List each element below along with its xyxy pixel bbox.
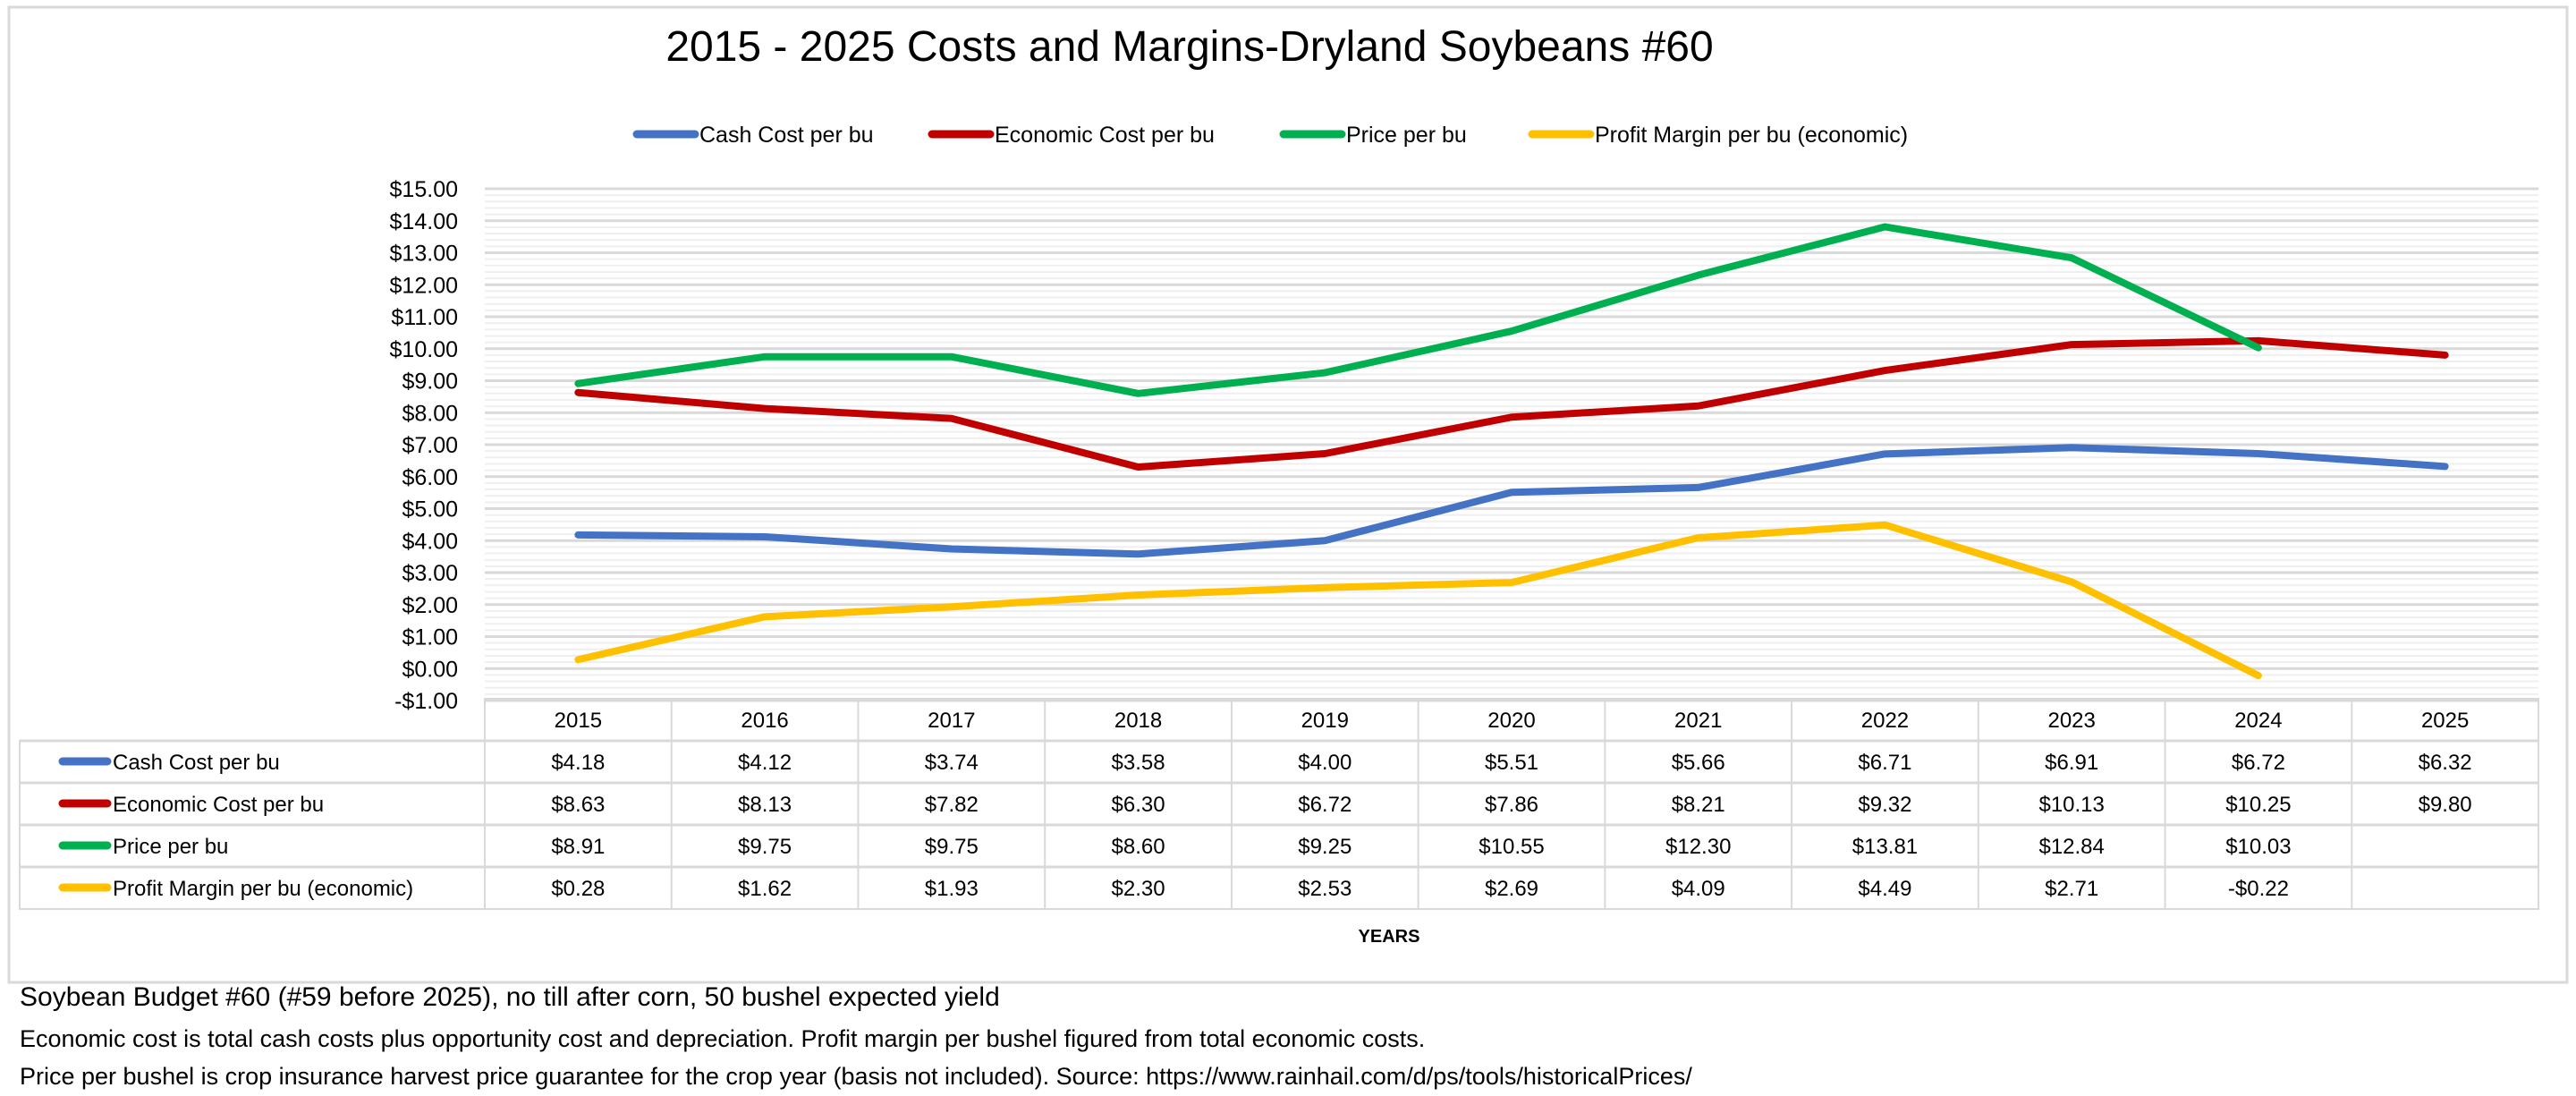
table-cell-value: $10.55 <box>1479 835 1544 859</box>
table-cell-value: $4.12 <box>738 751 792 775</box>
x-tick-label: 2017 <box>928 709 975 733</box>
table-cell-value: $10.03 <box>2225 835 2291 859</box>
table-cell-value: $3.58 <box>1112 751 1165 775</box>
legend: Cash Cost per bu Economic Cost per bu Pric… <box>632 123 1908 148</box>
y-tick-label: $3.00 <box>402 561 458 586</box>
y-tick-label: $9.00 <box>402 370 458 395</box>
table-cell-value: $10.25 <box>2225 793 2291 817</box>
table-cell-value: $8.91 <box>551 835 605 859</box>
table-cell-value: $3.74 <box>925 751 979 775</box>
y-tick-label: $0.00 <box>402 657 458 682</box>
table-cell-value: $9.75 <box>925 835 979 859</box>
legend-label-1: Economic Cost per bu <box>995 123 1215 148</box>
footer-note-2: Economic cost is total cash costs plus o… <box>20 1025 1426 1052</box>
table-cell-value: $5.51 <box>1485 751 1538 775</box>
chart-area-border <box>7 5 2569 984</box>
data-table: 2015 2016 2017 2018 2019 2020 2021 2022 2023 2024… <box>19 698 2539 910</box>
table-cell-value: $4.00 <box>1298 751 1352 775</box>
table-cell-value: $6.30 <box>1112 793 1165 817</box>
table-cell-value: $1.62 <box>738 877 792 901</box>
x-tick-label: 2018 <box>1114 709 1162 733</box>
table-cell-value: $0.28 <box>551 877 605 901</box>
table-cell-value: -$0.22 <box>2228 877 2289 901</box>
table-cell-value: $7.86 <box>1485 793 1538 817</box>
table-cell-value: $9.80 <box>2419 793 2472 817</box>
table-cell-value: $9.25 <box>1298 835 1352 859</box>
table-cell-value: $5.66 <box>1672 751 1725 775</box>
y-tick-label: $7.00 <box>402 433 458 458</box>
x-tick-label: 2019 <box>1301 709 1349 733</box>
series-line-0 <box>574 444 2449 558</box>
y-tick-label: $5.00 <box>402 497 458 523</box>
x-tick-label: 2023 <box>2047 709 2095 733</box>
x-tick-label: 2025 <box>2421 709 2469 733</box>
footer-note-1: Soybean Budget #60 (#59 before 2025), no… <box>20 982 1000 1012</box>
x-tick-label: 2020 <box>1487 709 1535 733</box>
series-lines <box>574 223 2449 680</box>
legend-label-3: Profit Margin per bu (economic) <box>1595 123 1908 148</box>
y-tick-label: $2.00 <box>402 593 458 618</box>
table-cell-value: $9.75 <box>738 835 792 859</box>
table-row-label: Economic Cost per bu <box>113 793 324 817</box>
table-row-label: Price per bu <box>113 835 228 859</box>
legend-label-2: Price per bu <box>1346 123 1467 148</box>
table-cell-value: $12.30 <box>1665 835 1731 859</box>
table-cell-value: $2.53 <box>1298 877 1352 901</box>
x-tick-label: 2016 <box>741 709 788 733</box>
series-line-1 <box>574 336 2449 472</box>
table-row-label: Cash Cost per bu <box>113 751 280 775</box>
table-cell-value: $8.13 <box>738 793 792 817</box>
x-tick-label: 2024 <box>2234 709 2282 733</box>
y-tick-label: $1.00 <box>402 625 458 650</box>
y-tick-label: $12.00 <box>390 273 458 298</box>
series-line-3 <box>574 521 2262 680</box>
y-tick-label: -$1.00 <box>394 689 458 714</box>
table-cell-value: $8.60 <box>1112 835 1165 859</box>
x-tick-label: 2022 <box>1861 709 1909 733</box>
x-axis-title: YEARS <box>1359 927 1420 947</box>
table-cell-value: $4.18 <box>551 751 605 775</box>
x-tick-label: 2015 <box>555 709 602 733</box>
table-cell-value: $8.63 <box>551 793 605 817</box>
x-tick-label: 2021 <box>1674 709 1722 733</box>
table-cell-value: $12.84 <box>2038 835 2104 859</box>
chart-title: 2015 - 2025 Costs and Margins-Dryland So… <box>665 23 1713 71</box>
table-cell-value: $2.30 <box>1112 877 1165 901</box>
gridlines <box>485 187 2538 702</box>
y-tick-label: $11.00 <box>391 305 458 330</box>
y-tick-label: $6.00 <box>402 465 458 490</box>
table-cell-value: $10.13 <box>2038 793 2104 817</box>
footer-note-3: Price per bushel is crop insurance harve… <box>20 1063 1692 1090</box>
y-tick-label: $4.00 <box>402 529 458 554</box>
table-cell-value: $8.21 <box>1672 793 1725 817</box>
y-tick-label: $15.00 <box>390 177 458 202</box>
y-axis-tick-labels: -$1.00 $0.00 $1.00 $2.00 $3.00 $4.00 $5.00 $6.0… <box>390 177 458 714</box>
table-cell-value: $6.72 <box>1298 793 1352 817</box>
legend-label-0: Cash Cost per bu <box>699 123 874 148</box>
table-cell-value: $4.49 <box>1858 877 1911 901</box>
table-cell-value: $2.69 <box>1485 877 1538 901</box>
table-cell-value: $4.09 <box>1672 877 1725 901</box>
table-cell-value: $7.82 <box>925 793 979 817</box>
y-tick-label: $13.00 <box>390 242 458 267</box>
y-tick-label: $8.00 <box>402 401 458 426</box>
table-cell-value: $6.71 <box>1858 751 1911 775</box>
table-cell-value: $9.32 <box>1858 793 1911 817</box>
y-tick-label: $10.00 <box>390 337 458 362</box>
table-cell-value: $1.93 <box>925 877 979 901</box>
y-tick-label: $14.00 <box>390 209 458 234</box>
table-cell-value: $6.91 <box>2045 751 2098 775</box>
table-cell-value: $6.32 <box>2419 751 2472 775</box>
series-line-2 <box>574 223 2262 397</box>
table-row-label: Profit Margin per bu (economic) <box>113 877 413 901</box>
table-cell-value: $13.81 <box>1852 835 1918 859</box>
table-cell-value: $2.71 <box>2045 877 2098 901</box>
table-cell-value: $6.72 <box>2232 751 2285 775</box>
